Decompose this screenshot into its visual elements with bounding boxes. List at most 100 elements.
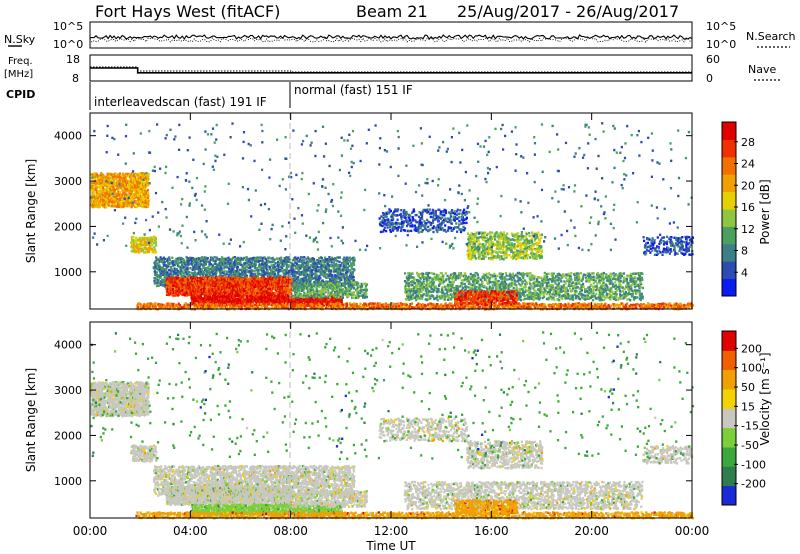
heatmap-cell bbox=[147, 203, 149, 205]
heatmap-cell bbox=[140, 250, 142, 252]
heatmap-cell bbox=[114, 189, 116, 191]
station-title: Fort Hays West (fitACF) bbox=[95, 2, 280, 21]
heatmap-cell bbox=[353, 276, 355, 278]
heatmap-cell bbox=[255, 264, 257, 266]
heatmap-cell bbox=[331, 274, 333, 276]
heatmap-cell bbox=[224, 274, 226, 276]
heatmap-cell bbox=[339, 276, 341, 278]
heatmap-cell bbox=[138, 251, 140, 253]
heatmap-cell bbox=[246, 265, 248, 267]
heatmap-cell bbox=[216, 271, 218, 273]
heatmap-cell bbox=[268, 257, 270, 259]
heatmap-cell bbox=[154, 248, 156, 250]
heatmap-cell bbox=[140, 188, 142, 190]
heatmap-cell bbox=[313, 258, 315, 260]
heatmap-cell bbox=[155, 251, 157, 253]
heatmap-cell bbox=[166, 272, 168, 274]
heatmap-cell bbox=[223, 270, 225, 272]
heatmap-cell bbox=[207, 257, 209, 259]
heatmap-cell bbox=[259, 259, 261, 261]
heatmap-cell bbox=[94, 200, 96, 202]
heatmap-cell bbox=[168, 256, 170, 258]
heatmap-cell bbox=[328, 256, 330, 258]
heatmap-cell bbox=[131, 182, 133, 184]
heatmap-cell bbox=[188, 271, 190, 273]
heatmap-cell bbox=[296, 263, 298, 265]
heatmap-cell bbox=[281, 267, 283, 269]
nave-tick-bottom: 0 bbox=[706, 72, 713, 85]
heatmap-cell bbox=[167, 265, 169, 267]
heatmap-cell bbox=[333, 278, 335, 280]
heatmap-cell bbox=[249, 277, 251, 279]
heatmap-cell bbox=[319, 277, 321, 279]
heatmap-cell bbox=[220, 259, 222, 261]
heatmap-cell bbox=[119, 191, 121, 193]
frequency-panel: Freq. [MHz] 18 8 60 0 Nave bbox=[4, 53, 780, 85]
power-heatmap bbox=[90, 122, 694, 310]
heatmap-cell bbox=[353, 268, 355, 270]
heatmap-cell bbox=[232, 257, 234, 259]
heatmap-cell bbox=[291, 278, 293, 280]
noise-right-label: N.Search bbox=[746, 30, 796, 43]
heatmap-cell bbox=[93, 191, 95, 193]
heatmap-cell bbox=[289, 261, 291, 263]
heatmap-cell bbox=[349, 269, 351, 271]
heatmap-cell bbox=[299, 267, 301, 269]
heatmap-cell bbox=[189, 267, 191, 269]
heatmap-cell bbox=[119, 172, 121, 174]
heatmap-cell bbox=[353, 258, 355, 260]
heatmap-cell bbox=[252, 296, 254, 298]
heatmap-cell bbox=[154, 281, 156, 283]
heatmap-cell bbox=[272, 296, 274, 298]
heatmap-cell bbox=[213, 256, 215, 258]
heatmap-cell bbox=[269, 266, 271, 268]
freq-tick-top: 18 bbox=[66, 53, 80, 66]
heatmap-cell bbox=[254, 270, 256, 272]
heatmap-cell bbox=[254, 286, 256, 288]
heatmap-cell bbox=[148, 237, 150, 239]
heatmap-cell bbox=[144, 186, 146, 188]
nave-right-label: Nave bbox=[748, 63, 776, 76]
heatmap-cell bbox=[249, 266, 251, 268]
heatmap-cell bbox=[212, 273, 214, 275]
heatmap-cell bbox=[307, 262, 309, 264]
cpid-label: CPID bbox=[6, 88, 35, 101]
heatmap-cell bbox=[205, 263, 207, 265]
heatmap-cell bbox=[93, 194, 95, 196]
heatmap-cell bbox=[350, 262, 352, 264]
heatmap-cell bbox=[290, 293, 292, 295]
heatmap-cell bbox=[148, 199, 150, 201]
heatmap-cell bbox=[134, 249, 136, 251]
cpid-segment-2: normal (fast) 151 IF bbox=[294, 83, 413, 97]
heatmap-cell bbox=[94, 178, 96, 180]
heatmap-cell bbox=[155, 237, 157, 239]
noise-sky-series bbox=[90, 35, 692, 39]
beam-label: Beam 21 bbox=[356, 2, 428, 21]
heatmap-cell bbox=[264, 272, 266, 274]
heatmap-cell bbox=[300, 273, 302, 275]
cpid-segment-1: interleavedscan (fast) 191 IF bbox=[94, 95, 267, 109]
date-range: 25/Aug/2017 - 26/Aug/2017 bbox=[457, 2, 679, 21]
heatmap-cell bbox=[246, 269, 248, 271]
heatmap-cell bbox=[207, 282, 209, 284]
heatmap-cell bbox=[102, 174, 104, 176]
heatmap-cell bbox=[292, 267, 294, 269]
heatmap-cell bbox=[353, 262, 355, 264]
heatmap-cell bbox=[311, 259, 313, 261]
freq-left-label: Freq. bbox=[8, 56, 33, 67]
noise-right-tick-top: 10^5 bbox=[706, 20, 736, 33]
heatmap-cell bbox=[336, 260, 338, 262]
heatmap-cell bbox=[164, 261, 166, 263]
heatmap-cell bbox=[177, 270, 179, 272]
heatmap-cell bbox=[352, 271, 354, 273]
heatmap-cell bbox=[236, 274, 238, 276]
heatmap-cell bbox=[132, 236, 134, 238]
heatmap-cell bbox=[177, 259, 179, 261]
heatmap-cell bbox=[226, 270, 228, 272]
heatmap-cell bbox=[339, 261, 341, 263]
heatmap-cell bbox=[347, 262, 349, 264]
heatmap-cell bbox=[156, 285, 158, 287]
heatmap-cell bbox=[280, 257, 282, 259]
heatmap-cell bbox=[303, 259, 305, 261]
heatmap-cell bbox=[148, 251, 150, 253]
